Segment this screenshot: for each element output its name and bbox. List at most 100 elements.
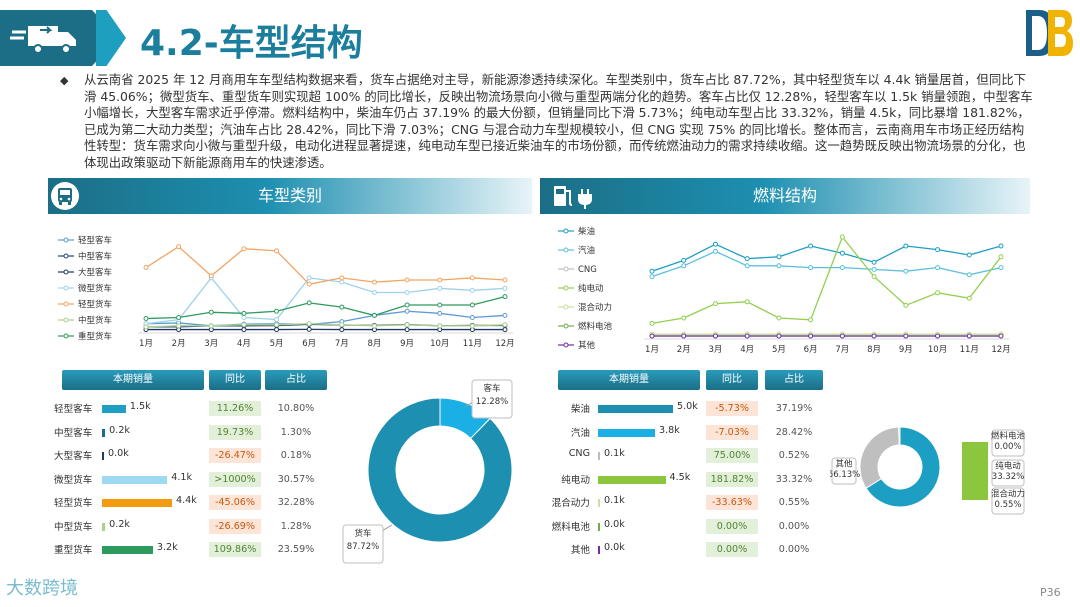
sales-bar	[598, 428, 655, 437]
legend-label: 大型客车	[78, 267, 112, 278]
data-point	[339, 304, 345, 310]
x-tick-label: 2月	[172, 339, 186, 349]
yoy-cell: 0.00%	[706, 542, 758, 557]
legend-marker	[563, 285, 569, 291]
yoy-cell: 75.00%	[706, 448, 758, 463]
data-point	[998, 265, 1004, 271]
callout-label: 其他	[835, 459, 853, 470]
right-col-header-yoy: 同比	[706, 370, 758, 390]
x-tick-label: 7月	[335, 339, 349, 349]
left-col-header-yoy: 同比	[209, 370, 261, 390]
data-point	[404, 277, 410, 283]
data-point	[935, 247, 941, 253]
data-point	[808, 265, 814, 271]
data-point	[502, 322, 508, 328]
legend-label: 轻型货车	[78, 299, 112, 310]
legend-label: 柴油	[578, 226, 595, 237]
data-point	[502, 294, 508, 300]
data-point	[712, 248, 718, 254]
row-label: 中型客车	[54, 427, 93, 439]
sales-bar	[598, 499, 600, 507]
row-label: 微型货车	[54, 474, 93, 486]
data-point	[808, 333, 814, 339]
row-label: 燃料电池	[551, 521, 590, 533]
data-point	[404, 322, 410, 328]
legend-label: 混合动力	[578, 302, 612, 313]
row-label: 轻型货车	[54, 498, 93, 509]
data-point	[966, 333, 972, 339]
donut-slice	[367, 397, 513, 543]
legend-marker	[63, 333, 69, 339]
callout-label: 客车	[483, 383, 500, 394]
header-banner-accent	[96, 10, 126, 66]
x-tick-label: 12月	[495, 339, 514, 349]
callout-label: 纯电动	[995, 461, 1021, 472]
data-point	[208, 309, 214, 315]
data-point	[143, 324, 149, 330]
legend-label: 汽油	[578, 245, 595, 256]
data-point	[437, 302, 443, 308]
callout-box	[991, 487, 1025, 515]
data-point	[903, 302, 909, 308]
data-point	[712, 333, 718, 339]
yoy-cell: 19.73%	[209, 424, 261, 440]
x-tick-label: 3月	[708, 345, 722, 355]
callout-label: 33.32%	[992, 472, 1024, 482]
sales-bar	[102, 522, 106, 531]
data-point	[437, 285, 443, 291]
data-point	[744, 263, 750, 269]
right-col-header-share: 占比	[765, 370, 823, 390]
share-cell: 1.28%	[280, 520, 312, 532]
sales-value: 3.2k	[156, 542, 178, 553]
data-point	[404, 290, 410, 295]
sales-bar	[102, 428, 106, 437]
legend-marker	[63, 253, 69, 259]
legend-label: 其他	[578, 340, 596, 351]
donut-slice	[865, 426, 941, 508]
page-number: P36	[1040, 586, 1061, 599]
sales-bar	[598, 452, 600, 460]
legend-label: 微型货车	[78, 283, 112, 294]
data-point	[274, 327, 280, 333]
x-tick-label: 6月	[804, 345, 818, 355]
data-point	[966, 252, 972, 258]
data-point	[681, 257, 687, 263]
sales-value: 4.1k	[171, 471, 193, 483]
panel-title-fuel: 燃料结构	[752, 186, 817, 205]
x-tick-label: 9月	[899, 345, 913, 355]
share-cell: 23.59%	[277, 544, 315, 555]
callout-label: 燃料电池	[991, 431, 1026, 442]
panel-title-vehicle-type: 车型类别	[257, 186, 322, 205]
data-point	[306, 300, 312, 306]
left-col-header-sales: 本期销量	[62, 370, 204, 390]
data-point	[649, 333, 655, 339]
data-point	[871, 266, 877, 272]
data-point	[437, 310, 443, 316]
data-point	[935, 290, 941, 296]
share-cell: 28.42%	[775, 426, 813, 438]
x-tick-label: 1月	[139, 339, 153, 349]
data-point	[903, 243, 909, 249]
data-point	[469, 323, 475, 329]
x-tick-label: 12月	[991, 345, 1010, 355]
bus-icon	[51, 182, 79, 210]
row-label: 大型客车	[54, 451, 93, 462]
callout-label: 混合动力	[991, 489, 1025, 500]
yoy-cell: -26.47%	[209, 448, 261, 463]
data-point	[966, 295, 972, 301]
data-point	[339, 327, 345, 333]
sales-bar	[102, 452, 104, 460]
data-point	[404, 327, 410, 333]
row-label: 轻型客车	[54, 404, 93, 415]
legend-marker	[563, 228, 569, 234]
series-line	[651, 235, 1002, 325]
data-point	[681, 315, 687, 321]
x-tick-label: 3月	[204, 339, 218, 349]
data-point	[143, 265, 149, 270]
legend-label: 轻型客车	[78, 235, 112, 246]
data-point	[808, 243, 814, 249]
legend-label: 纯电动	[578, 283, 604, 294]
data-point	[903, 333, 909, 339]
yoy-cell: -5.73%	[706, 401, 758, 416]
